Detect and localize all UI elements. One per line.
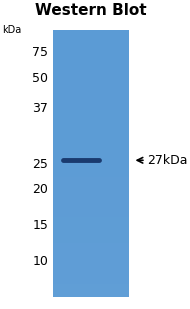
Bar [53,137,129,150]
Bar [53,217,129,230]
Text: Western Blot: Western Blot [35,2,147,18]
Text: 75: 75 [32,46,48,59]
Text: 15: 15 [32,219,48,232]
Bar [53,243,129,257]
Bar [53,30,129,43]
Bar [53,190,129,203]
Text: 25: 25 [32,158,48,171]
Bar [53,43,129,57]
Bar [53,270,129,283]
Bar [53,230,129,243]
Bar [53,70,129,83]
Text: 50: 50 [32,72,48,85]
Text: 10: 10 [32,256,48,269]
Text: 37: 37 [32,102,48,115]
Bar [53,150,129,163]
Bar [53,203,129,217]
Bar [53,257,129,270]
Bar [53,83,129,96]
FancyBboxPatch shape [53,30,129,297]
Text: 27kDa: 27kDa [147,154,188,167]
Text: 20: 20 [32,183,48,196]
Bar [53,177,129,190]
Text: kDa: kDa [2,25,21,35]
Bar [53,96,129,110]
Bar [53,283,129,297]
Bar [53,123,129,137]
Bar [53,163,129,177]
Bar [53,110,129,123]
Bar [53,57,129,70]
